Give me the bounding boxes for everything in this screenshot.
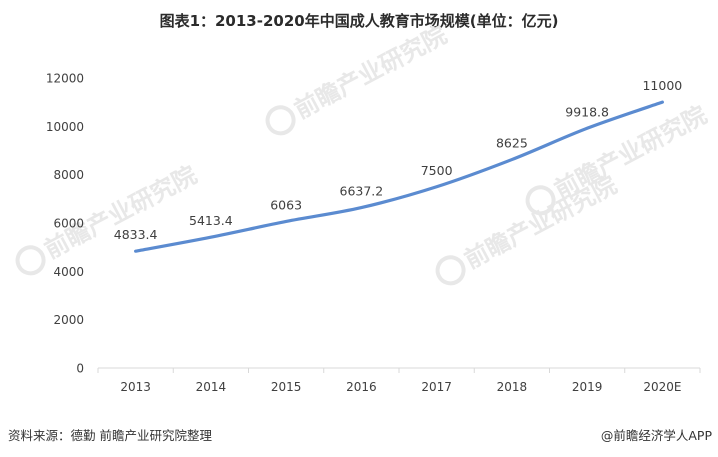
data-label: 5413.4 [189, 213, 233, 228]
watermark-logo: 前瞻产业研究院 [435, 171, 621, 286]
data-label: 8625 [496, 136, 528, 151]
x-tick-label: 2014 [196, 380, 227, 394]
y-tick-label: 0 [76, 362, 84, 376]
data-label: 6063 [270, 197, 302, 212]
watermark-logo: 前瞻产业研究院 [15, 161, 201, 276]
y-tick-label: 4000 [53, 265, 84, 279]
y-tick-label: 10000 [46, 120, 84, 134]
x-tick-label: 2013 [120, 380, 151, 394]
y-axis: 0 2000 4000 6000 8000 10000 12000 [46, 72, 84, 376]
x-tick-label: 2019 [572, 380, 603, 394]
watermark-circle-icon [265, 105, 296, 136]
watermark-circle-icon [525, 185, 556, 216]
y-tick-label: 6000 [53, 217, 84, 231]
watermark-circle-icon [435, 255, 466, 286]
y-tick-label: 8000 [53, 168, 84, 182]
watermark-text: 前瞻产业研究院 [290, 21, 451, 125]
y-tick-label: 12000 [46, 72, 84, 86]
x-axis: 2013 2014 2015 2016 2017 2018 2019 2020E [97, 367, 701, 394]
data-label: 6637.2 [340, 184, 384, 199]
x-tick-label: 2020E [643, 380, 681, 394]
source-note: 资料来源：德勤 前瞻产业研究院整理 [8, 428, 212, 443]
watermark-circle-icon [15, 245, 46, 276]
series-line [134, 100, 664, 253]
y-tick-label: 2000 [53, 313, 84, 327]
brand-credit: @前瞻经济学人APP [600, 428, 712, 443]
watermark-logo: 前瞻产业研究院 [265, 21, 451, 136]
data-label: 9918.8 [565, 104, 609, 119]
data-labels: 4833.4 5413.4 6063 6637.2 7500 8625 9918.8 1100… [114, 78, 683, 242]
x-tick-label: 2018 [497, 380, 528, 394]
data-label: 4833.4 [114, 227, 158, 242]
series-layer [134, 100, 664, 253]
chart-title: 图表1：2013-2020年中国成人教育市场规模(单位：亿元) [159, 12, 559, 30]
data-label: 11000 [642, 78, 682, 93]
x-tick-label: 2015 [271, 380, 302, 394]
x-tick-label: 2017 [421, 380, 452, 394]
x-tick-label: 2016 [346, 380, 377, 394]
data-label: 7500 [421, 163, 453, 178]
